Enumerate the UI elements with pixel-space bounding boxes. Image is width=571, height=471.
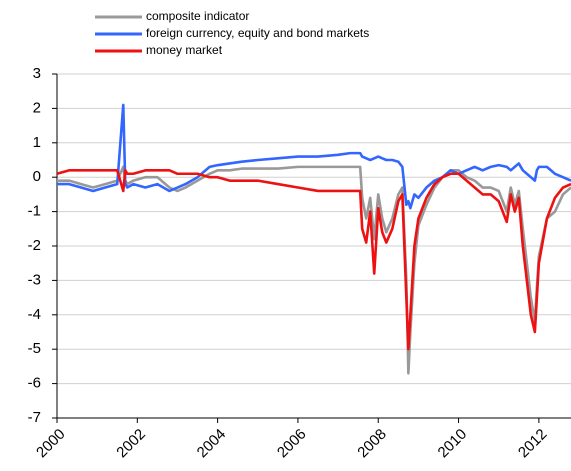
series-line	[57, 169, 571, 351]
x-tick-label: 2006	[274, 426, 310, 462]
x-tick-label: 2000	[33, 426, 69, 462]
y-tick-label: -3	[28, 271, 41, 288]
y-tick-label: -6	[28, 375, 41, 392]
y-tick-label: 3	[33, 65, 41, 82]
series-line	[57, 103, 571, 210]
y-tick-label: 1	[33, 134, 41, 151]
y-tick-label: -5	[28, 340, 41, 357]
y-tick-label: -2	[28, 237, 41, 254]
y-tick-label: -7	[28, 409, 41, 426]
legend-text: foreign currency, equity and bond market…	[146, 26, 369, 40]
legend-text: composite indicator	[146, 9, 249, 23]
y-tick-label: 2	[33, 99, 41, 116]
x-tick-label: 2008	[354, 426, 390, 462]
x-tick-label: 2002	[113, 426, 149, 462]
y-tick-label: 0	[33, 168, 41, 185]
y-tick-label: -1	[28, 203, 41, 220]
legend-text: money market	[146, 43, 223, 57]
y-tick-label: -4	[28, 306, 41, 323]
x-tick-label: 2010	[435, 426, 471, 462]
series-line	[57, 165, 571, 375]
x-tick-label: 2004	[194, 426, 230, 462]
plot-area	[57, 103, 571, 375]
x-tick-label: 2012	[515, 426, 551, 462]
